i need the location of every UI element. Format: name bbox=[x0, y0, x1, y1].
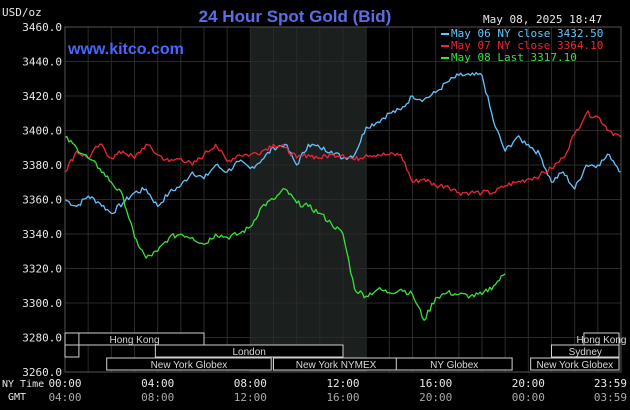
site-watermark: www.kitco.com bbox=[67, 41, 184, 58]
session-label: Hong Kong bbox=[109, 335, 159, 346]
x-tick-label-gmt: 00:00 bbox=[512, 391, 545, 404]
y-tick-label: 3380.0 bbox=[22, 159, 62, 172]
session-bar bbox=[154, 344, 344, 358]
x-tick-label-gmt: 04:00 bbox=[48, 391, 81, 404]
session-bar bbox=[395, 357, 513, 371]
timestamp: May 08, 2025 18:47 bbox=[483, 13, 602, 26]
session-label: NY Globex bbox=[430, 360, 478, 371]
session-label: Sydney bbox=[569, 347, 602, 358]
x-tick-label-ny: 04:00 bbox=[141, 377, 174, 390]
plot-frame bbox=[64, 26, 622, 373]
series-line-may07 bbox=[64, 110, 622, 196]
y-tick-label: 3360.0 bbox=[22, 194, 62, 207]
ny-time-label: NY Time bbox=[2, 379, 44, 390]
x-tick-label-gmt: 12:00 bbox=[234, 391, 267, 404]
session-bars: Hong Kong London New York Globex New York N… bbox=[64, 332, 626, 371]
series-line-may08 bbox=[64, 135, 506, 321]
x-axis: NY Time GMT 00:0004:0004:0008:0008:0012:… bbox=[2, 377, 627, 404]
legend-entry-may08: May 08 Last 3317.10 bbox=[451, 51, 577, 64]
gmt-label: GMT bbox=[8, 392, 26, 403]
x-tick-label-ny: 12:00 bbox=[326, 377, 359, 390]
y-tick-label: 3280.0 bbox=[22, 332, 62, 345]
session-label: New York Globex bbox=[151, 360, 228, 371]
y-tick-label: 3420.0 bbox=[22, 90, 62, 103]
x-tick-label-ny: 08:00 bbox=[234, 377, 267, 390]
x-tick-label-ny: 23:59 bbox=[594, 377, 627, 390]
session-label: London bbox=[232, 347, 265, 358]
session-label: New York Globex bbox=[536, 360, 613, 371]
session-label: New York NYMEX bbox=[296, 360, 377, 371]
y-tick-label: 3300.0 bbox=[22, 297, 62, 310]
session-bar bbox=[64, 332, 80, 346]
legend-entry-may06: May 06 NY close 3432.50 bbox=[451, 27, 603, 40]
x-tick-label-gmt: 08:00 bbox=[141, 391, 174, 404]
x-tick-label-gmt: 03:59 bbox=[594, 391, 627, 404]
session-bar bbox=[64, 344, 80, 358]
x-tick-label-ny: 00:00 bbox=[48, 377, 81, 390]
session-bar bbox=[106, 357, 272, 371]
chart-title: 24 Hour Spot Gold (Bid) bbox=[199, 7, 392, 26]
y-tick-label: 3260.0 bbox=[22, 366, 62, 379]
legend-swatch-may07 bbox=[441, 45, 449, 47]
legend-entry-may07: May 07 NY close 3364.10 bbox=[451, 39, 603, 52]
x-tick-label-ny: 20:00 bbox=[512, 377, 545, 390]
y-tick-label: 3320.0 bbox=[22, 263, 62, 276]
session-bar bbox=[551, 344, 620, 358]
unit-label: USD/oz bbox=[2, 6, 42, 19]
series-line-may06 bbox=[64, 71, 622, 215]
legend-swatch-may08 bbox=[441, 57, 449, 59]
legend-swatch-may06 bbox=[441, 33, 449, 35]
y-tick-label: 3400.0 bbox=[22, 125, 62, 138]
y-tick-label: 3460.0 bbox=[22, 21, 62, 34]
y-tick-label: 3440.0 bbox=[22, 56, 62, 69]
x-tick-label-ny: 16:00 bbox=[419, 377, 452, 390]
plot-area: 3260.0 3280.0 3300.0 3320.0 3340.0 3360.0 3380… bbox=[22, 21, 622, 379]
y-tick-label: 3340.0 bbox=[22, 228, 62, 241]
x-tick-label-gmt: 20:00 bbox=[419, 391, 452, 404]
session-label: Hong Kong bbox=[576, 335, 626, 346]
x-tick-label-gmt: 16:00 bbox=[326, 391, 359, 404]
session-bar bbox=[530, 357, 620, 371]
